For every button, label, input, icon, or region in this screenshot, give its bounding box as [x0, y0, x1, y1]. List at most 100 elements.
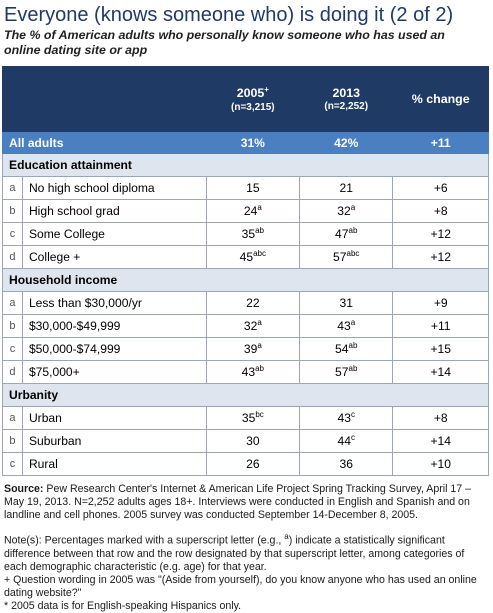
value-2005: 26: [205, 452, 301, 476]
data-table: 2005+ (n=3,215) 2013 (n=2,252) % change …: [2, 66, 489, 476]
value-2013-superscript: ab: [348, 364, 358, 374]
value-2005: 24a: [205, 199, 301, 223]
note-2: + Question wording in 2005 was "(Aside f…: [4, 573, 477, 599]
section-title: Urbanity: [2, 383, 489, 407]
row-letter: c: [2, 222, 23, 246]
value-2005: 35ab: [205, 222, 301, 246]
value-2013: 32a: [299, 199, 394, 223]
value-2013-superscript: ab: [348, 341, 358, 351]
value-2013: 57abc: [299, 245, 394, 269]
table-row: a No high school diploma 15 21 +6: [2, 176, 489, 200]
table-row: c Rural 26 36 +10: [2, 452, 489, 476]
row-change: +14: [392, 360, 489, 384]
header-change-label: % change: [411, 92, 470, 106]
value-2005-number: 22: [246, 296, 260, 310]
header-2013-n: (n=2,252): [324, 101, 369, 112]
header-blank-cell: [2, 66, 207, 132]
value-2005-superscript: bc: [255, 410, 264, 420]
value-2005-number: 15: [246, 181, 260, 195]
row-label: High school grad: [21, 199, 207, 223]
row-change: +8: [392, 406, 489, 430]
notes: Note(s): Percentages marked with a super…: [4, 530, 484, 613]
value-2005-number: 35: [241, 411, 256, 426]
row-letter: c: [2, 452, 23, 476]
row-letter: b: [2, 429, 23, 453]
table-row: d $75,000+ 43ab 57ab +14: [2, 360, 489, 384]
value-2013: 44c: [299, 429, 394, 453]
row-label: $30,000-$49,999: [21, 314, 207, 338]
header-2005-sup: +: [264, 85, 269, 95]
row-change: +14: [392, 429, 489, 453]
table-row: b Suburban 30 44c +14: [2, 429, 489, 453]
value-2013-superscript: abc: [346, 249, 360, 259]
header-2005: 2005+ (n=3,215): [205, 66, 301, 132]
value-2013: 21: [299, 176, 394, 200]
row-letter: d: [2, 245, 23, 269]
notes-label: Note(s):: [4, 534, 42, 547]
row-change: +10: [392, 452, 489, 476]
table-row: c $50,000-$74,999 39a 54ab +15: [2, 337, 489, 361]
table-row: d College +45abc 57abc +12: [2, 245, 489, 269]
value-2005: 30: [205, 429, 301, 453]
value-2005-number: 39: [243, 342, 258, 357]
value-2013: 57ab: [299, 360, 394, 384]
row-letter: c: [2, 337, 23, 361]
note-1-sup: a: [284, 532, 289, 541]
value-2013-superscript: a: [350, 318, 356, 328]
section-title: Household income: [2, 268, 489, 292]
table-row: a Urban 35bc 43c +8: [2, 406, 489, 430]
value-2013-number: 31: [339, 296, 353, 310]
value-2013-superscript: ab: [348, 226, 358, 236]
page-subtitle: The % of American adults who personally …: [4, 28, 445, 57]
header-2005-label: 2005: [236, 86, 265, 101]
value-2005-superscript: a: [257, 341, 262, 351]
row-change: +9: [392, 291, 489, 315]
table-header-row: 2005+ (n=3,215) 2013 (n=2,252) % change: [2, 66, 489, 132]
row-label: Rural: [21, 452, 207, 476]
value-2005: 22: [205, 291, 301, 315]
all-adults-row: All adults 31% 42% +11: [2, 131, 489, 154]
row-change: +6: [392, 176, 489, 200]
value-2005-number: 43: [241, 365, 256, 380]
page-title: Everyone (knows someone who) is doing it…: [4, 4, 454, 26]
value-2013: 36: [299, 452, 394, 476]
value-2013-number: 43: [337, 411, 351, 426]
source-label: Source:: [4, 483, 44, 495]
row-change: +12: [392, 222, 489, 246]
row-change: +8: [392, 199, 489, 223]
value-2005-number: 32: [243, 319, 258, 334]
row-label: Some College: [21, 222, 207, 246]
source-text: Pew Research Center's Internet & America…: [4, 483, 472, 521]
all-adults-2013: 42%: [299, 131, 394, 154]
row-label: $50,000-$74,999: [21, 337, 207, 361]
row-letter: a: [2, 291, 23, 315]
value-2005-superscript: ab: [255, 226, 264, 236]
note-1-text-a: Percentages marked with a superscript le…: [44, 534, 285, 547]
value-2005-number: 45: [239, 250, 254, 265]
value-2013-number: 44: [337, 434, 351, 449]
table-row: c Some College 35ab 47ab +12: [2, 222, 489, 246]
value-2005: 35bc: [205, 406, 301, 430]
header-2013: 2013 (n=2,252): [299, 66, 394, 132]
row-change: +15: [392, 337, 489, 361]
all-adults-label: All adults: [2, 131, 207, 154]
row-letter: b: [2, 314, 23, 338]
header-2005-n: (n=3,215): [231, 101, 275, 113]
row-label: Urban: [21, 406, 207, 430]
value-2013-number: 36: [339, 457, 353, 471]
all-adults-2005: 31%: [205, 131, 301, 154]
row-letter: a: [2, 176, 23, 200]
value-2013: 43a: [299, 314, 394, 338]
value-2005: 39a: [205, 337, 301, 361]
value-2013-superscript: c: [350, 433, 355, 443]
row-label: College +: [21, 245, 207, 269]
value-2005: 43ab: [205, 360, 301, 384]
header-2013-label: 2013: [332, 86, 361, 100]
value-2013: 43c: [299, 406, 394, 430]
value-2005-number: 30: [246, 434, 260, 448]
value-2013: 31: [299, 291, 394, 315]
value-2013-number: 32: [337, 204, 351, 219]
value-2005-number: 35: [241, 227, 256, 242]
value-2005-superscript: a: [257, 318, 262, 328]
value-2013: 54ab: [299, 337, 394, 361]
